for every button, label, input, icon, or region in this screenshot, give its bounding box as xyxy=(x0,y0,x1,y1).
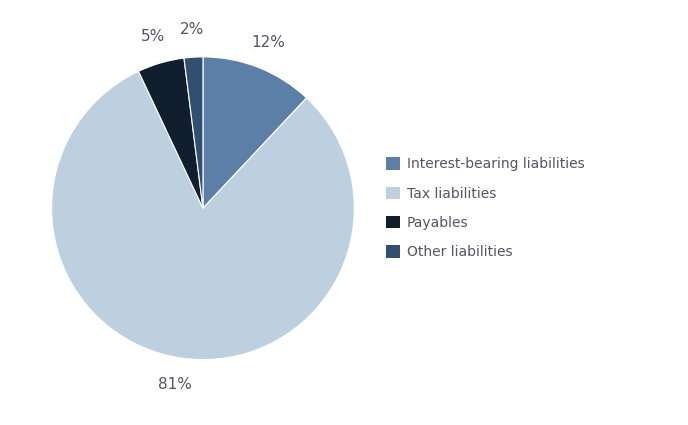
Legend: Interest-bearing liabilities, Tax liabilities, Payables, Other liabilities: Interest-bearing liabilities, Tax liabil… xyxy=(380,152,590,265)
Text: 2%: 2% xyxy=(180,23,204,37)
Text: 81%: 81% xyxy=(158,377,192,392)
Text: 5%: 5% xyxy=(141,29,165,44)
Text: 12%: 12% xyxy=(252,35,286,50)
Wedge shape xyxy=(184,57,203,208)
Wedge shape xyxy=(52,71,354,360)
Wedge shape xyxy=(138,58,203,208)
Wedge shape xyxy=(203,57,307,208)
